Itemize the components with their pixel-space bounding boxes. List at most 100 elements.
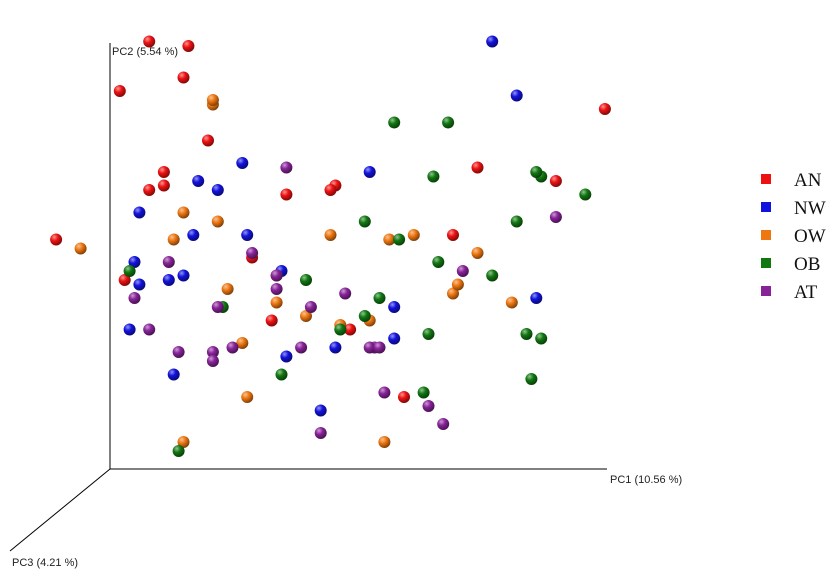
data-point-nw [530,292,543,304]
data-point-an [549,175,562,187]
legend-swatch [761,174,771,184]
legend-item-ob: OB [761,254,820,275]
data-point-ow [378,436,391,448]
data-point-ow [221,283,234,295]
data-point-an [50,233,63,246]
data-point-ob [393,233,406,246]
data-point-an [143,35,156,48]
legend-label: OW [794,226,826,247]
data-point-nw [510,89,523,102]
legend-label: AT [794,282,818,303]
legend-swatch [761,286,771,296]
data-point-ob [275,368,288,381]
data-point-ow [505,296,518,309]
data-point-an [598,103,611,115]
pc2-axis-label: PC2 (5.54 %) [112,46,178,58]
data-point-ow [407,229,420,241]
data-point-ow [177,206,190,219]
data-point-ow [206,94,219,106]
data-point-at [270,269,283,282]
data-point-ow [270,296,283,309]
data-point-ob [417,386,430,399]
data-point-ow [447,287,459,300]
data-point-at [143,323,156,336]
data-point-nw [128,256,141,268]
data-point-an [143,184,156,196]
data-point-ob [525,373,538,385]
data-point-at [437,418,450,430]
pc3-axis-label: PC3 (4.21 %) [12,557,78,569]
legend-item-nw: NW [761,198,826,219]
data-point-nw [133,278,146,291]
data-point-at [162,256,175,268]
legend-item-an: AN [761,170,822,191]
data-point-an [265,314,278,327]
pc3-axis-line [9,468,111,552]
data-point-at [456,265,469,277]
data-point-at [549,211,562,223]
data-point-at [280,161,293,174]
data-point-nw [167,368,180,381]
data-point-nw [388,301,401,313]
data-point-ob [427,170,440,183]
data-point-an [202,134,214,147]
data-point-an [471,161,484,174]
data-point-nw [280,350,293,363]
data-point-nw [486,35,499,48]
data-point-ob [432,256,445,268]
data-point-an [118,274,131,286]
data-point-nw [314,404,327,417]
data-point-nw [211,184,224,196]
data-points [50,35,611,457]
data-point-at [295,341,308,354]
pc1-axis-label: PC1 (10.56 %) [610,474,682,486]
data-point-an [157,166,170,178]
legend-label: NW [794,198,826,219]
data-point-ob [172,445,185,457]
data-point-ob [520,328,533,340]
data-point-ob [358,215,371,228]
data-point-at [339,287,352,300]
data-point-at [378,386,391,399]
data-point-at [211,301,224,313]
data-point-at [373,341,386,354]
data-point-at [226,341,239,354]
legend-label: OB [794,254,820,275]
data-point-ob [442,116,455,129]
data-point-an [113,85,126,97]
data-point-ob [535,332,548,345]
data-point-at [128,292,141,304]
data-point-at [206,346,219,358]
data-point-at [363,341,376,354]
data-point-at [422,400,435,412]
data-point-at [172,346,185,358]
data-point-ob [123,265,136,277]
data-point-an [324,184,337,196]
data-point-an [280,188,293,201]
data-point-an [177,71,190,84]
data-point-nw [133,206,146,219]
data-point-ow [177,436,190,448]
data-point-an [157,179,170,192]
data-point-nw [329,341,342,354]
axes: PC1 (10.56 %) PC2 (5.54 %) PC3 (4.21 %) [9,43,682,569]
data-point-ob [388,116,401,129]
data-point-ow [167,233,180,246]
data-point-ow [236,337,249,349]
data-point-ow [211,215,224,228]
data-point-ob [422,328,435,340]
data-point-nw [177,269,190,282]
data-point-ow [451,278,464,291]
legend: AN NW OW OB AT [761,170,826,303]
data-point-an [182,40,195,52]
data-point-at [246,247,259,259]
data-point-nw [388,332,401,345]
data-point-ob [530,166,543,178]
data-point-nw [192,175,205,187]
data-point-ob [334,323,347,336]
data-point-nw [363,166,376,178]
data-point-at [270,283,283,295]
data-point-ob [373,292,386,304]
data-point-ow [300,310,312,322]
